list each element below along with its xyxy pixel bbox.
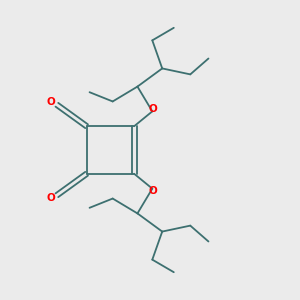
Text: O: O — [46, 193, 55, 203]
Text: O: O — [46, 97, 55, 107]
Text: O: O — [148, 186, 157, 196]
Text: O: O — [148, 104, 157, 114]
